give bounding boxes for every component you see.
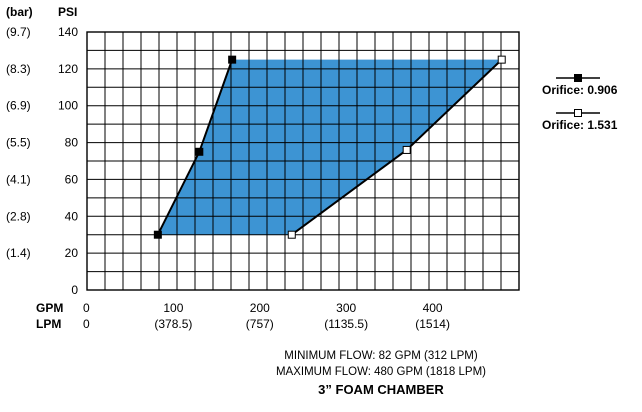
- operating-area: [157, 59, 502, 235]
- y-tick-label-bar: (9.7): [6, 25, 31, 39]
- chart-title: 3” FOAM CHAMBER: [318, 382, 444, 397]
- series-2-point: [287, 230, 296, 239]
- legend-marker-2: [574, 109, 582, 117]
- y-tick-label-bar: (8.3): [6, 62, 31, 76]
- y-tick-label-psi: 20: [65, 246, 79, 260]
- y-tick-label-psi: 80: [65, 136, 79, 150]
- y-tick-label-bar: (6.9): [6, 99, 31, 113]
- y-tick-label-psi: 40: [65, 209, 79, 223]
- min-flow-note: MINIMUM FLOW: 82 GPM (312 LPM): [284, 350, 478, 362]
- series-2-point: [497, 55, 506, 64]
- y-tick-label-psi: 120: [58, 62, 78, 76]
- series-1-point: [195, 147, 204, 156]
- legend-label-2: Orifice: 1.531: [542, 118, 618, 132]
- y-tick-label-psi: 0: [71, 283, 78, 297]
- legend-marker-1: [574, 74, 582, 82]
- x-unit-lpm: LPM: [36, 317, 61, 331]
- y-tick-label-psi: 100: [58, 99, 78, 113]
- series-1-point: [228, 55, 237, 64]
- x-tick-label-lpm: (757): [246, 317, 274, 331]
- y-tick-label-bar: (5.5): [6, 136, 31, 150]
- series-1-point: [153, 230, 162, 239]
- y-tick-label-psi: 140: [58, 25, 78, 39]
- x-tick-label-gpm: 0: [83, 301, 90, 315]
- y-tick-label-bar: (2.8): [6, 209, 31, 223]
- y-tick-label-bar: (4.1): [6, 172, 31, 186]
- x-tick-label-gpm: 200: [250, 301, 270, 315]
- series-2-point: [402, 145, 411, 154]
- x-tick-label-gpm: 300: [336, 301, 356, 315]
- y-unit-bar: (bar): [6, 5, 33, 19]
- plot-frame: [86, 31, 520, 291]
- max-flow-note: MAXIMUM FLOW: 480 GPM (1818 LPM): [275, 366, 487, 378]
- y-unit-psi: PSI: [58, 5, 77, 19]
- y-tick-label-bar: (1.4): [6, 246, 31, 260]
- legend-label-1: Orifice: 0.906: [542, 83, 618, 97]
- y-tick-label-psi: 60: [65, 172, 79, 186]
- x-tick-label-lpm: 0: [83, 317, 90, 331]
- x-tick-label-gpm: 400: [423, 301, 443, 315]
- x-tick-label-lpm: (378.5): [154, 317, 192, 331]
- x-tick-label-lpm: (1135.5): [324, 317, 368, 331]
- x-unit-gpm: GPM: [36, 301, 63, 315]
- x-tick-label-lpm: (1514): [415, 317, 450, 331]
- x-tick-label-gpm: 100: [163, 301, 183, 315]
